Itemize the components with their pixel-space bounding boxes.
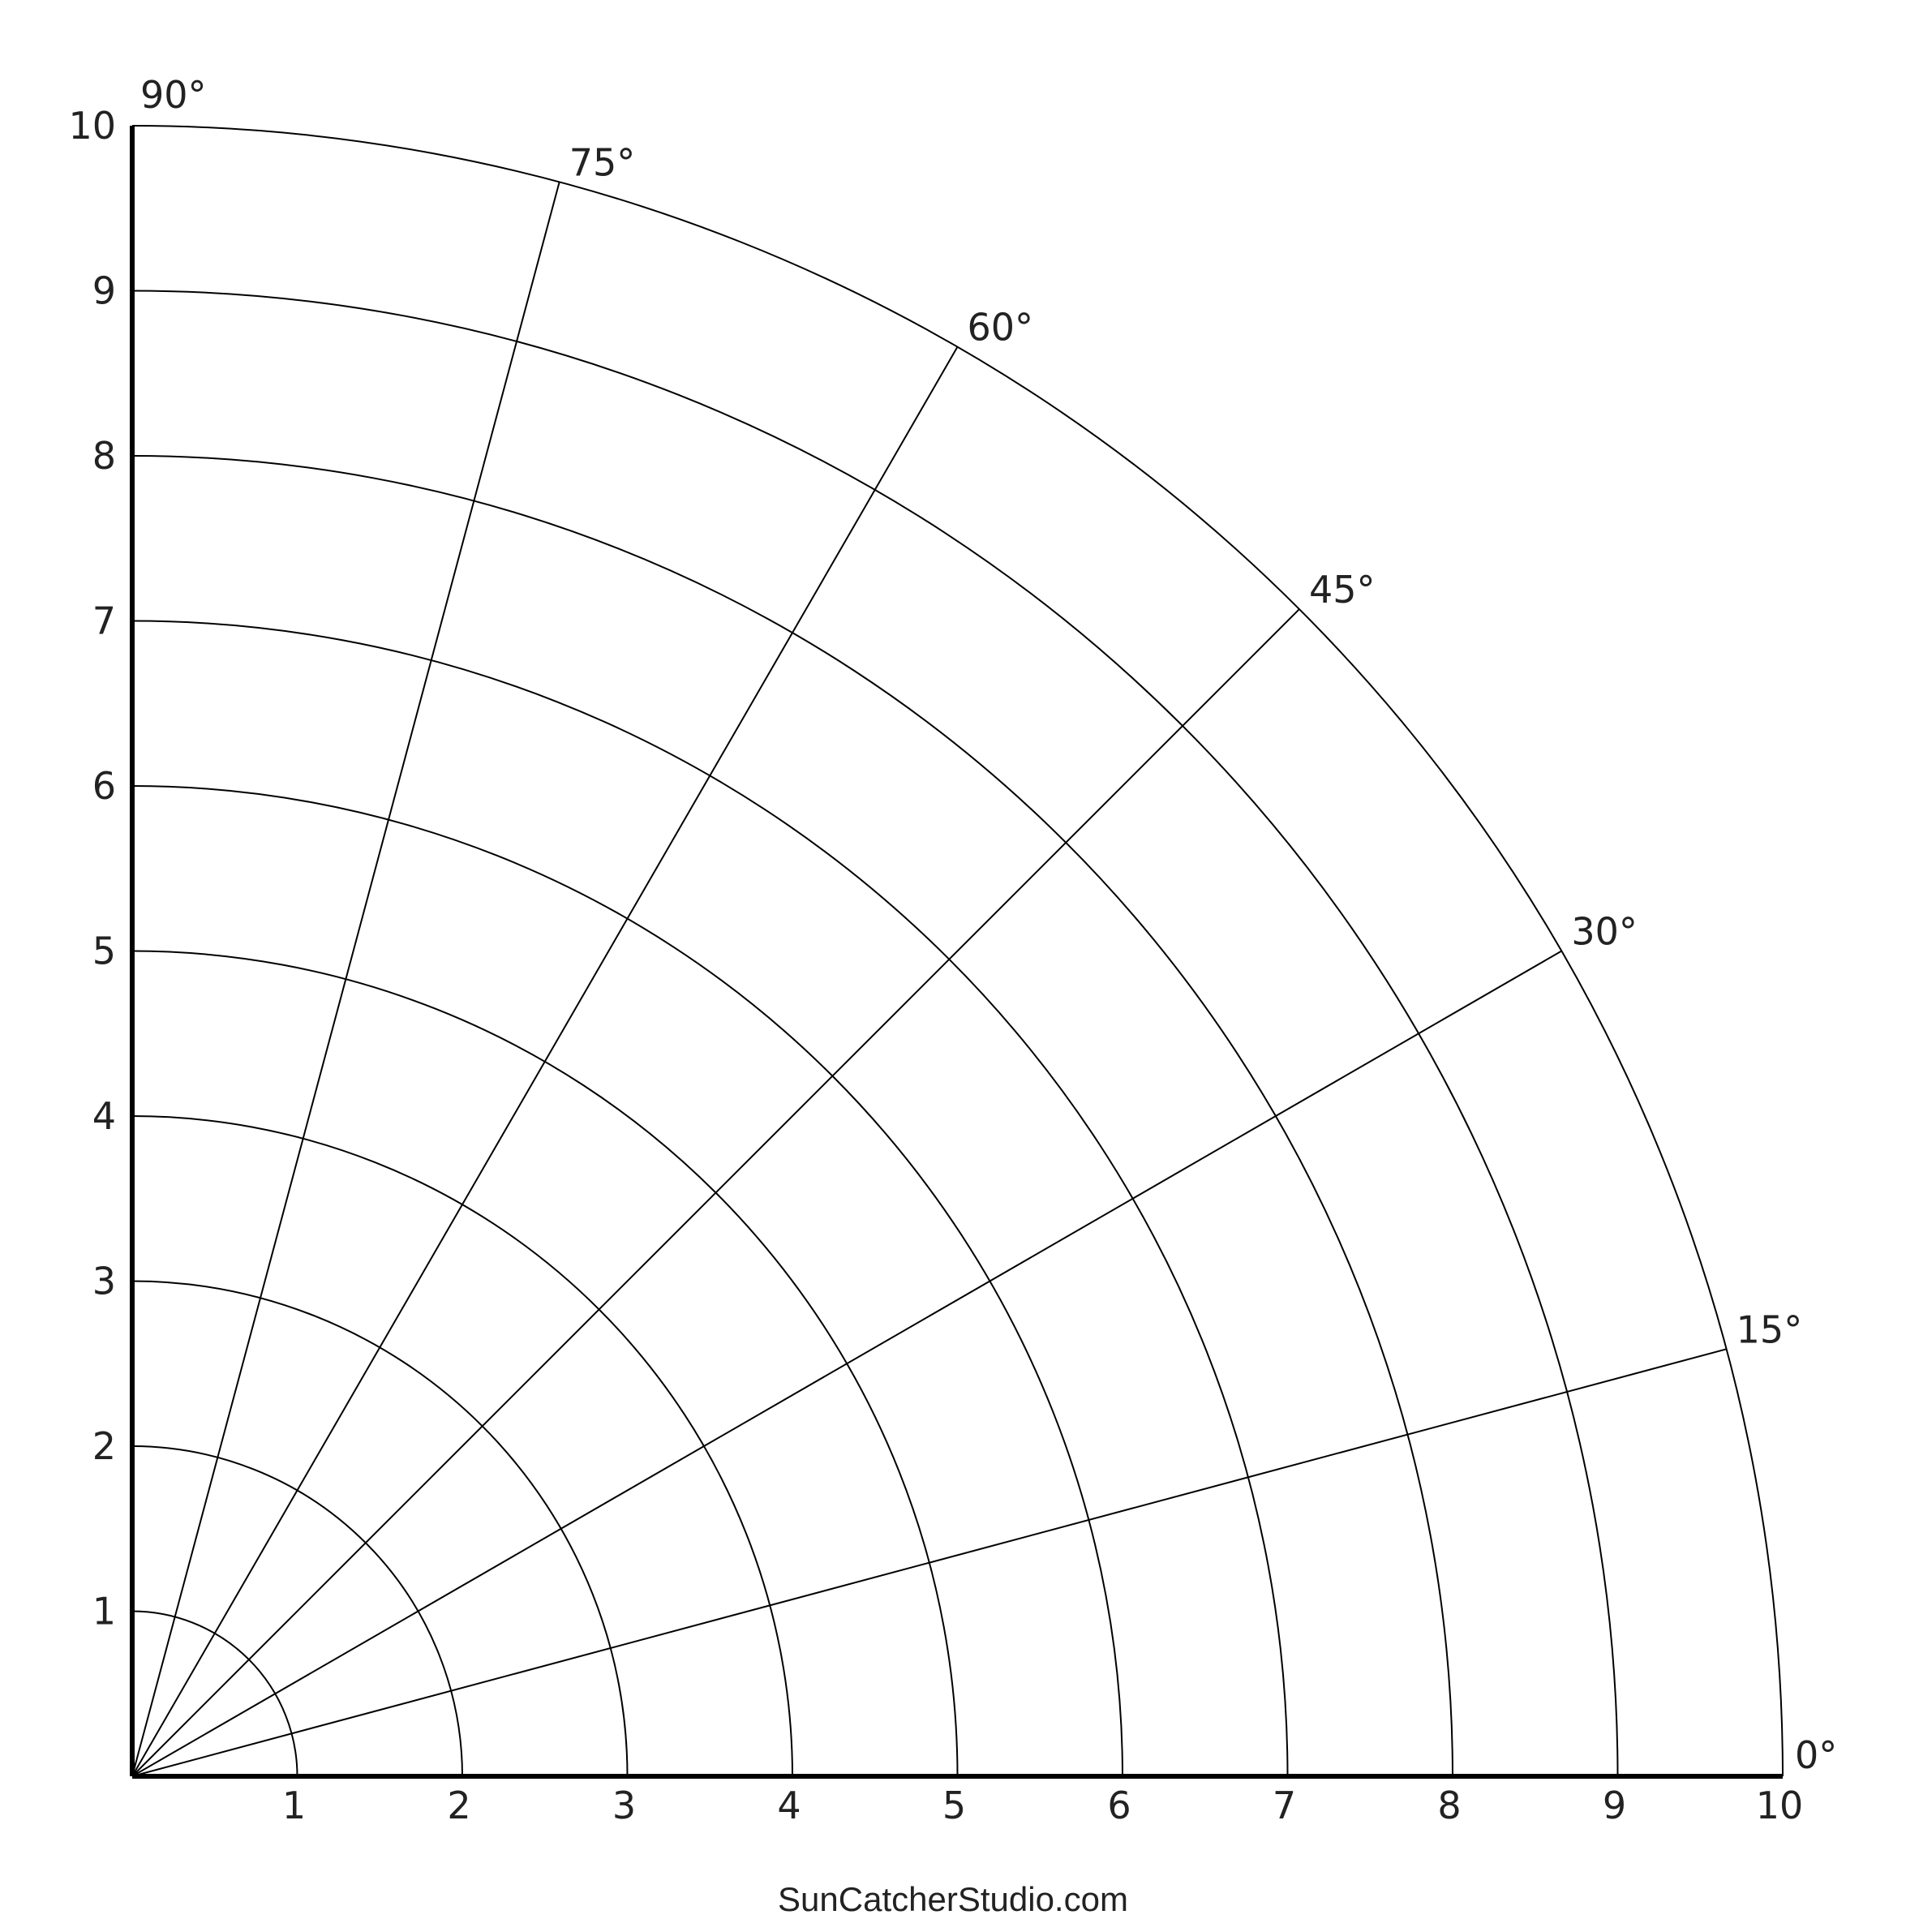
x-tick-label-9: 9 [1603, 1784, 1626, 1827]
labels: 1 2 3 4 5 6 7 8 9 10 1 2 3 4 5 6 7 8 9 10 0° 15° 30° 45° 60° 75° 9… [68, 73, 1837, 1827]
site-credit: SunCatcherStudio.com [778, 1880, 1128, 1918]
x-tick-label-3: 3 [612, 1784, 636, 1827]
y-tick-label-5: 5 [92, 930, 116, 973]
angle-label-15: 15° [1736, 1307, 1803, 1351]
angle-label-90: 90° [140, 73, 207, 117]
angle-label-75: 75° [569, 140, 636, 184]
axes [130, 126, 1783, 1779]
spoke-15 [131, 1348, 1727, 1777]
angle-label-60: 60° [968, 306, 1034, 350]
angle-spokes [131, 182, 1727, 1777]
angle-label-45: 45° [1309, 568, 1376, 612]
x-tick-label-2: 2 [447, 1784, 470, 1827]
y-tick-label-7: 7 [92, 599, 116, 643]
spoke-45 [131, 608, 1300, 1777]
spoke-60 [131, 346, 959, 1777]
x-tick-label-5: 5 [942, 1784, 966, 1827]
y-tick-label-1: 1 [92, 1590, 116, 1634]
angle-label-0: 0° [1795, 1733, 1837, 1777]
y-tick-label-6: 6 [92, 764, 116, 808]
y-tick-label-10: 10 [68, 104, 116, 148]
x-tick-label-4: 4 [777, 1784, 801, 1827]
x-tick-label-6: 6 [1107, 1784, 1131, 1827]
x-tick-label-10: 10 [1756, 1784, 1804, 1827]
spoke-30 [131, 950, 1562, 1777]
spoke-75 [131, 182, 560, 1777]
y-tick-label-8: 8 [92, 434, 116, 478]
x-tick-label-1: 1 [282, 1784, 306, 1827]
y-tick-label-2: 2 [92, 1424, 116, 1468]
y-tick-label-4: 4 [92, 1094, 116, 1138]
y-tick-label-3: 3 [92, 1260, 116, 1303]
x-tick-label-8: 8 [1437, 1784, 1461, 1827]
x-tick-label-7: 7 [1273, 1784, 1296, 1827]
y-tick-label-9: 9 [92, 269, 116, 313]
angle-label-30: 30° [1571, 910, 1638, 954]
